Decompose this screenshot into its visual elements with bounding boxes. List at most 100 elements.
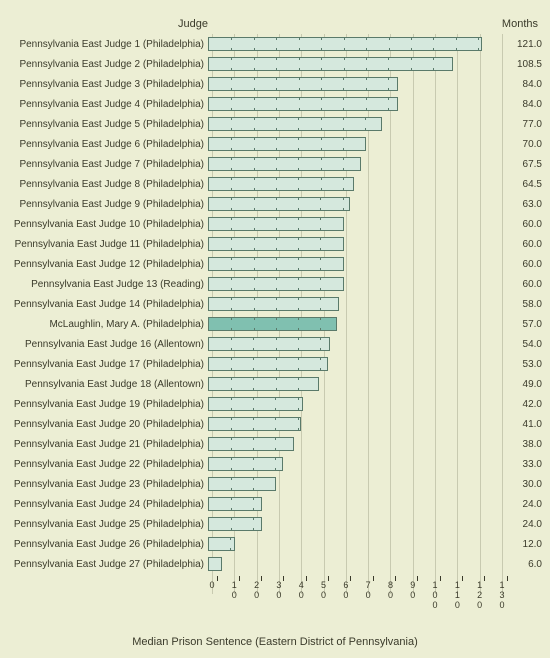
bar-area: 30.0 bbox=[208, 474, 502, 494]
table-row: Pennsylvania East Judge 7 (Philadelphia)… bbox=[8, 154, 542, 174]
x-tick-label: 2 0 bbox=[247, 581, 267, 601]
table-row: Pennsylvania East Judge 21 (Philadelphia… bbox=[8, 434, 542, 454]
table-row: Pennsylvania East Judge 6 (Philadelphia)… bbox=[8, 134, 542, 154]
value-label: 57.0 bbox=[506, 314, 542, 334]
x-tick-label: 9 0 bbox=[403, 581, 423, 601]
table-row: Pennsylvania East Judge 1 (Philadelphia)… bbox=[8, 34, 542, 54]
bar bbox=[208, 457, 283, 471]
bar bbox=[208, 497, 262, 511]
bar bbox=[208, 237, 344, 251]
bar-area: 84.0 bbox=[208, 74, 502, 94]
bar-area: 6.0 bbox=[208, 554, 502, 574]
judge-label: Pennsylvania East Judge 3 (Philadelphia) bbox=[8, 79, 208, 90]
x-tick: 4 0 bbox=[301, 576, 311, 601]
table-row: Pennsylvania East Judge 12 (Philadelphia… bbox=[8, 254, 542, 274]
bar-area: 64.5 bbox=[208, 174, 502, 194]
judge-label: Pennsylvania East Judge 7 (Philadelphia) bbox=[8, 159, 208, 170]
bar-area: 60.0 bbox=[208, 254, 502, 274]
bar bbox=[208, 37, 482, 51]
x-tick: 1 0 0 bbox=[435, 576, 445, 611]
table-row: McLaughlin, Mary A. (Philadelphia) 57.0 bbox=[8, 314, 542, 334]
judge-label: Pennsylvania East Judge 26 (Philadelphia… bbox=[8, 539, 208, 550]
value-label: 24.0 bbox=[506, 514, 542, 534]
bar-area: 49.0 bbox=[208, 374, 502, 394]
x-tick-label: 8 0 bbox=[380, 581, 400, 601]
column-header-months: Months bbox=[502, 18, 538, 30]
x-tick-label: 7 0 bbox=[358, 581, 378, 601]
judge-label: Pennsylvania East Judge 2 (Philadelphia) bbox=[8, 59, 208, 70]
bar-area: 33.0 bbox=[208, 454, 502, 474]
bar-area: 54.0 bbox=[208, 334, 502, 354]
table-row: Pennsylvania East Judge 13 (Reading)60.0 bbox=[8, 274, 542, 294]
table-row: Pennsylvania East Judge 4 (Philadelphia)… bbox=[8, 94, 542, 114]
judge-label: Pennsylvania East Judge 11 (Philadelphia… bbox=[8, 239, 208, 250]
bar bbox=[208, 197, 350, 211]
table-row: Pennsylvania East Judge 8 (Philadelphia)… bbox=[8, 174, 542, 194]
judge-label: Pennsylvania East Judge 18 (Allentown) bbox=[8, 379, 208, 390]
x-axis-ticks: 01 02 03 04 05 06 07 08 09 01 0 01 1 01 … bbox=[212, 576, 502, 616]
x-tick: 8 0 bbox=[390, 576, 400, 601]
bar-area: 38.0 bbox=[208, 434, 502, 454]
bar-area: 53.0 bbox=[208, 354, 502, 374]
chart-container: Judge Months Pennsylvania East Judge 1 (… bbox=[0, 0, 550, 658]
x-tick: 1 2 0 bbox=[480, 576, 490, 611]
value-label: 41.0 bbox=[506, 414, 542, 434]
value-label: 67.5 bbox=[506, 154, 542, 174]
bar-area: 121.0 bbox=[208, 34, 502, 54]
bar bbox=[208, 437, 294, 451]
bar bbox=[208, 97, 398, 111]
bar bbox=[208, 377, 319, 391]
x-tick-label: 1 2 0 bbox=[470, 581, 490, 611]
value-label: 54.0 bbox=[506, 334, 542, 354]
table-row: Pennsylvania East Judge 20 (Philadelphia… bbox=[8, 414, 542, 434]
x-tick: 3 0 bbox=[279, 576, 289, 601]
judge-label: Pennsylvania East Judge 16 (Allentown) bbox=[8, 339, 208, 350]
table-row: Pennsylvania East Judge 23 (Philadelphia… bbox=[8, 474, 542, 494]
bar-area: 41.0 bbox=[208, 414, 502, 434]
value-label: 70.0 bbox=[506, 134, 542, 154]
value-label: 58.0 bbox=[506, 294, 542, 314]
judge-label: McLaughlin, Mary A. (Philadelphia) bbox=[8, 319, 208, 330]
bar bbox=[208, 137, 366, 151]
judge-label: Pennsylvania East Judge 25 (Philadelphia… bbox=[8, 519, 208, 530]
bar-area: 60.0 bbox=[208, 234, 502, 254]
bar-area: 84.0 bbox=[208, 94, 502, 114]
table-row: Pennsylvania East Judge 27 (Philadelphia… bbox=[8, 554, 542, 574]
bar-area: 108.5 bbox=[208, 54, 502, 74]
bar bbox=[208, 397, 303, 411]
x-tick-label: 0 bbox=[202, 581, 222, 591]
x-tick: 1 1 0 bbox=[457, 576, 467, 611]
judge-label: Pennsylvania East Judge 22 (Philadelphia… bbox=[8, 459, 208, 470]
table-row: Pennsylvania East Judge 26 (Philadelphia… bbox=[8, 534, 542, 554]
value-label: 6.0 bbox=[506, 554, 542, 574]
bar-area: 24.0 bbox=[208, 514, 502, 534]
bar bbox=[208, 317, 337, 331]
bar bbox=[208, 217, 344, 231]
bar-area: 70.0 bbox=[208, 134, 502, 154]
judge-label: Pennsylvania East Judge 12 (Philadelphia… bbox=[8, 259, 208, 270]
bar-area: 58.0 bbox=[208, 294, 502, 314]
bar-area: 12.0 bbox=[208, 534, 502, 554]
bar bbox=[208, 177, 354, 191]
x-tick: 2 0 bbox=[257, 576, 267, 601]
bar bbox=[208, 297, 339, 311]
bar bbox=[208, 417, 301, 431]
value-label: 84.0 bbox=[506, 74, 542, 94]
bar-area: 60.0 bbox=[208, 214, 502, 234]
value-label: 64.5 bbox=[506, 174, 542, 194]
x-tick-label: 4 0 bbox=[291, 581, 311, 601]
bar bbox=[208, 257, 344, 271]
bar bbox=[208, 517, 262, 531]
judge-label: Pennsylvania East Judge 27 (Philadelphia… bbox=[8, 559, 208, 570]
judge-label: Pennsylvania East Judge 1 (Philadelphia) bbox=[8, 39, 208, 50]
value-label: 33.0 bbox=[506, 454, 542, 474]
table-row: Pennsylvania East Judge 17 (Philadelphia… bbox=[8, 354, 542, 374]
table-row: Pennsylvania East Judge 22 (Philadelphia… bbox=[8, 454, 542, 474]
table-row: Pennsylvania East Judge 16 (Allentown)54… bbox=[8, 334, 542, 354]
judge-label: Pennsylvania East Judge 24 (Philadelphia… bbox=[8, 499, 208, 510]
bar bbox=[208, 337, 330, 351]
bar bbox=[208, 477, 276, 491]
x-tick-label: 1 1 0 bbox=[447, 581, 467, 611]
value-label: 60.0 bbox=[506, 274, 542, 294]
column-header-judge: Judge bbox=[8, 18, 208, 30]
